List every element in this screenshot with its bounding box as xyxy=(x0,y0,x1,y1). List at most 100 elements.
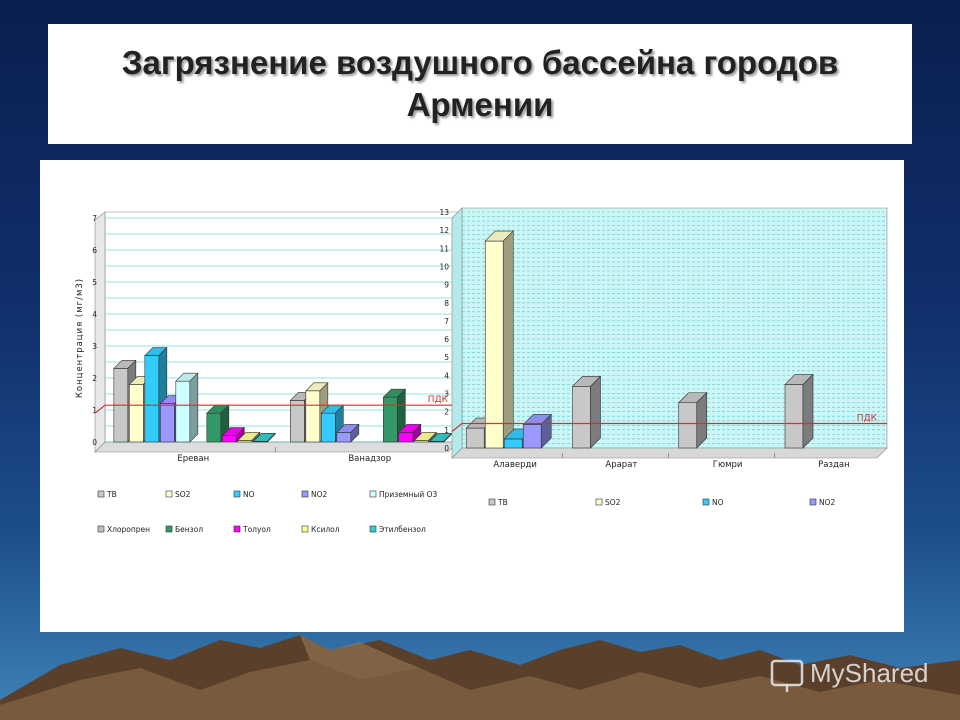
legend-label: ТВ xyxy=(106,490,117,499)
legend: ТВ SO2 NO NO2 xyxy=(488,498,836,507)
y-tick-label: 10 xyxy=(439,262,449,271)
watermark-logo xyxy=(770,659,804,692)
legend-label: SO2 xyxy=(175,490,191,499)
legend-swatch xyxy=(702,498,710,506)
bar xyxy=(129,384,144,443)
bar xyxy=(484,240,504,449)
legend-swatch xyxy=(233,525,241,533)
title-box: Загрязнение воздушного бассейна городов … xyxy=(48,24,912,144)
y-tick-label: 2 xyxy=(92,374,97,383)
legend-swatch xyxy=(97,525,105,533)
y-tick-label: 7 xyxy=(92,214,97,223)
bar xyxy=(465,427,485,449)
y-tick-label: 13 xyxy=(439,208,449,217)
legend-label: NO2 xyxy=(311,490,328,499)
legend-swatch xyxy=(369,525,377,533)
y-tick-label: 2 xyxy=(444,408,449,417)
bars xyxy=(105,346,458,443)
pdk-label: ПДК xyxy=(857,413,878,423)
pdk-line xyxy=(94,404,106,414)
mountain-ridge-highlight xyxy=(300,635,420,680)
y-tick-label: 6 xyxy=(444,335,449,344)
y-tick-label: 0 xyxy=(444,444,449,453)
bar xyxy=(160,403,175,443)
category-label: Алаверди xyxy=(493,460,537,470)
bar xyxy=(398,432,414,443)
y-tick-label: 5 xyxy=(444,353,449,362)
bar-side xyxy=(590,375,601,449)
category-labels: Ереван Ванадзор xyxy=(177,447,391,464)
legend-swatch xyxy=(233,490,241,498)
bar-side xyxy=(696,391,708,449)
y-tick-label: 5 xyxy=(92,278,97,287)
bar xyxy=(290,400,305,443)
bar-side xyxy=(251,431,261,443)
chart-yerevan-vanadzor: 0 12 3 4 5 6 7 Концентрация (мг/м3) ПДК Ереван… xyxy=(75,211,459,534)
y-tick-label: 9 xyxy=(444,281,449,290)
bar-side xyxy=(267,432,276,443)
legend-label: Приземный О3 xyxy=(379,490,438,499)
bar-side xyxy=(502,230,514,449)
legend-swatch xyxy=(97,490,105,498)
bar xyxy=(175,380,191,443)
category-label: Арарат xyxy=(605,460,637,470)
bar-side xyxy=(189,372,199,443)
y-tick-label: 4 xyxy=(92,310,97,319)
y-tick-label: 8 xyxy=(444,299,449,308)
y-tick-label: 0 xyxy=(92,438,97,447)
y-tick-label: 3 xyxy=(92,342,97,351)
legend-label: Ксилол xyxy=(311,525,340,534)
bar-side xyxy=(350,423,360,443)
y-tick-label: 4 xyxy=(444,371,449,380)
legend-label: Хлоропрен xyxy=(107,525,150,534)
plot-side-wall xyxy=(451,207,463,459)
gridlines xyxy=(462,211,887,449)
pdk-line xyxy=(451,423,463,432)
y-tick-label: 7 xyxy=(444,317,449,326)
bar-side xyxy=(540,413,552,449)
bar-side xyxy=(428,431,437,443)
y-tick-label: 6 xyxy=(92,246,97,255)
category-label: Ванадзор xyxy=(348,454,391,464)
legend: ТВ SO2 NO NO2 Приземный О3 Хлоропрен Бензол Тол… xyxy=(97,490,438,534)
legend-swatch xyxy=(301,490,309,498)
slide-title: Загрязнение воздушного бассейна городов … xyxy=(121,44,839,123)
bar xyxy=(784,384,804,449)
mountain-range-front xyxy=(0,660,960,720)
legend-swatch xyxy=(369,490,377,498)
bar xyxy=(321,412,336,443)
pdk-label: ПДК xyxy=(428,395,449,405)
legend-label: Этилбензол xyxy=(379,525,426,534)
legend-swatch xyxy=(301,525,309,533)
bar xyxy=(678,402,698,449)
category-label: Раздан xyxy=(818,460,850,470)
legend-label: Бензол xyxy=(175,525,203,534)
bar xyxy=(305,390,321,443)
legend-label: NO xyxy=(243,490,255,499)
y-tick-label: 3 xyxy=(444,390,449,399)
legend-swatch xyxy=(488,498,496,506)
watermark-text: MyShared xyxy=(810,658,929,688)
plot-floor xyxy=(94,441,459,453)
legend-label: Толуол xyxy=(242,525,271,534)
bar xyxy=(572,385,591,449)
legend-label: NO2 xyxy=(819,498,836,507)
bars xyxy=(462,230,887,449)
presentation-icon xyxy=(770,659,804,687)
bar xyxy=(383,396,398,443)
y-tick-label: 12 xyxy=(439,226,449,235)
bar xyxy=(222,435,237,443)
plot-floor xyxy=(451,447,888,459)
bar xyxy=(503,438,523,449)
category-labels: Алаверди Арарат Гюмри Раздан xyxy=(493,453,850,470)
legend-swatch xyxy=(595,498,603,506)
legend-label: SO2 xyxy=(605,498,621,507)
bar-side xyxy=(802,373,814,449)
category-label: Гюмри xyxy=(713,460,743,470)
bar xyxy=(336,432,352,443)
y-axis-label: Концентрация (мг/м3) xyxy=(75,278,85,398)
bar xyxy=(144,355,160,443)
